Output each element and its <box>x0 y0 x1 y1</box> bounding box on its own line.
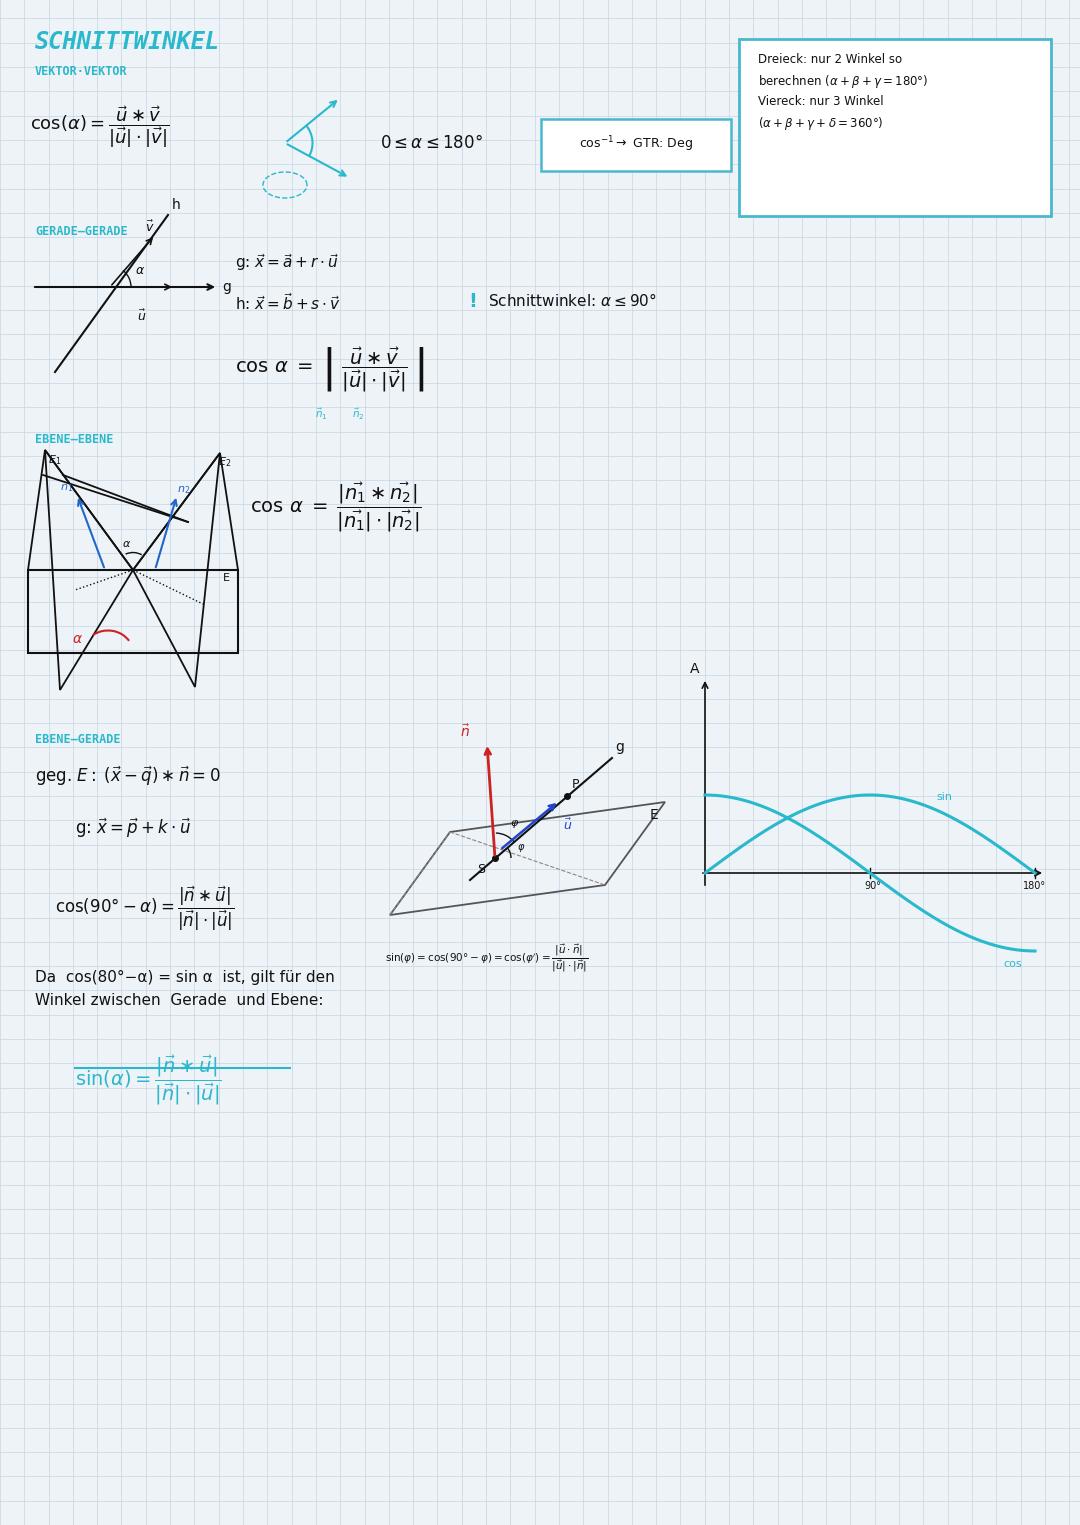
Text: $E_2$: $E_2$ <box>218 454 231 468</box>
Text: E: E <box>222 573 230 583</box>
Text: $\mathrm{cos}^{-1}\rightarrow$ GTR: Deg: $\mathrm{cos}^{-1}\rightarrow$ GTR: Deg <box>579 134 693 154</box>
Text: $\sin(\alpha) = \dfrac{|\vec{n}\ast\vec{u}|}{|\vec{n}|\cdot|\vec{u}|}$: $\sin(\alpha) = \dfrac{|\vec{n}\ast\vec{… <box>75 1052 221 1107</box>
Text: GERADE–GERADE: GERADE–GERADE <box>35 226 127 238</box>
Text: 180°: 180° <box>1023 881 1047 891</box>
Text: $\alpha$: $\alpha$ <box>135 264 145 278</box>
Text: g: g <box>615 740 624 753</box>
Text: !: ! <box>468 291 477 311</box>
Text: h: $\vec{x}=\vec{b}+s\cdot\vec{v}$: h: $\vec{x}=\vec{b}+s\cdot\vec{v}$ <box>235 291 341 313</box>
Text: EBENE–EBENE: EBENE–EBENE <box>35 433 113 445</box>
Text: EBENE–GERADE: EBENE–GERADE <box>35 734 121 746</box>
Text: SCHNITTWINKEL: SCHNITTWINKEL <box>35 30 220 53</box>
Text: P: P <box>572 778 580 791</box>
Text: sin: sin <box>936 791 953 802</box>
Text: g: g <box>222 281 231 294</box>
Text: $\vec{u}$: $\vec{u}$ <box>563 817 572 833</box>
Text: $\vec{v}$: $\vec{v}$ <box>145 220 154 235</box>
Text: Dreieck: nur 2 Winkel so
berechnen $(\alpha+\beta+\gamma=180°)$
Viereck: nur 3 W: Dreieck: nur 2 Winkel so berechnen $(\al… <box>758 53 929 131</box>
Text: $\vec{u}$: $\vec{u}$ <box>137 310 147 325</box>
Text: $\cos\,\alpha\;=\;\left|\;\dfrac{\vec{u}\ast\vec{v}}{|\vec{u}|\cdot|\vec{v}|}\;\: $\cos\,\alpha\;=\;\left|\;\dfrac{\vec{u}… <box>235 345 424 393</box>
Text: g: $\vec{x}=\vec{a}+r\cdot\vec{u}$: g: $\vec{x}=\vec{a}+r\cdot\vec{u}$ <box>235 252 339 273</box>
Text: $E_1$: $E_1$ <box>48 453 62 467</box>
Text: $\alpha$: $\alpha$ <box>122 538 131 549</box>
Text: E: E <box>650 808 659 822</box>
Text: $\cos(\alpha) = \dfrac{\vec{u}\ast\vec{v}}{|\vec{u}|\cdot|\vec{v}|}$: $\cos(\alpha) = \dfrac{\vec{u}\ast\vec{v… <box>30 105 170 151</box>
Text: $\cos\,\alpha\;=\;\dfrac{|\vec{n_1}\ast\vec{n_2}|}{|\vec{n_1}|\cdot|\vec{n_2}|}$: $\cos\,\alpha\;=\;\dfrac{|\vec{n_1}\ast\… <box>249 480 422 534</box>
Text: $\vec{n}_{2}$: $\vec{n}_{2}$ <box>352 407 365 422</box>
Text: $\varphi$: $\varphi$ <box>517 842 525 854</box>
Text: $n_1$: $n_1$ <box>60 482 73 494</box>
Text: geg. $E:\;(\vec{x}-\vec{q})\ast\vec{n}=0$: geg. $E:\;(\vec{x}-\vec{q})\ast\vec{n}=0… <box>35 766 220 788</box>
Text: $\alpha$: $\alpha$ <box>72 631 83 647</box>
Text: $\cos(90°-\alpha) = \dfrac{|\vec{n}\ast\vec{u}|}{|\vec{n}|\cdot|\vec{u}|}$: $\cos(90°-\alpha) = \dfrac{|\vec{n}\ast\… <box>55 884 234 933</box>
Text: $\sin(\varphi)=\cos(90°-\varphi)=\cos(\varphi')=\dfrac{|\vec{u}\cdot\vec{n}|}{|\: $\sin(\varphi)=\cos(90°-\varphi)=\cos(\v… <box>384 942 589 974</box>
Text: VEKTOR·VEKTOR: VEKTOR·VEKTOR <box>35 66 127 78</box>
Text: $\vec{n}$: $\vec{n}$ <box>460 723 471 740</box>
Text: cos: cos <box>1003 959 1022 970</box>
Text: h: h <box>172 198 180 212</box>
Text: A: A <box>690 662 700 676</box>
Text: g: $\vec{x}=\vec{p}+k\cdot\vec{u}$: g: $\vec{x}=\vec{p}+k\cdot\vec{u}$ <box>75 817 191 840</box>
Text: $\varphi$: $\varphi$ <box>510 817 519 830</box>
Text: 90°: 90° <box>864 881 881 891</box>
Text: Schnittwinkel: $\alpha \leq 90°$: Schnittwinkel: $\alpha \leq 90°$ <box>488 291 657 310</box>
Text: $n_2$: $n_2$ <box>177 483 190 496</box>
Text: $\vec{n}_{1}$: $\vec{n}_{1}$ <box>315 407 327 422</box>
Text: Da  cos(80°−α) = sin α  ist, gilt für den
Winkel zwischen  Gerade  und Ebene:: Da cos(80°−α) = sin α ist, gilt für den … <box>35 970 335 1008</box>
FancyBboxPatch shape <box>541 119 731 171</box>
Text: $0 \leq \alpha \leq 180°$: $0 \leq \alpha \leq 180°$ <box>380 134 483 152</box>
Text: S: S <box>477 863 485 875</box>
FancyBboxPatch shape <box>739 40 1051 217</box>
